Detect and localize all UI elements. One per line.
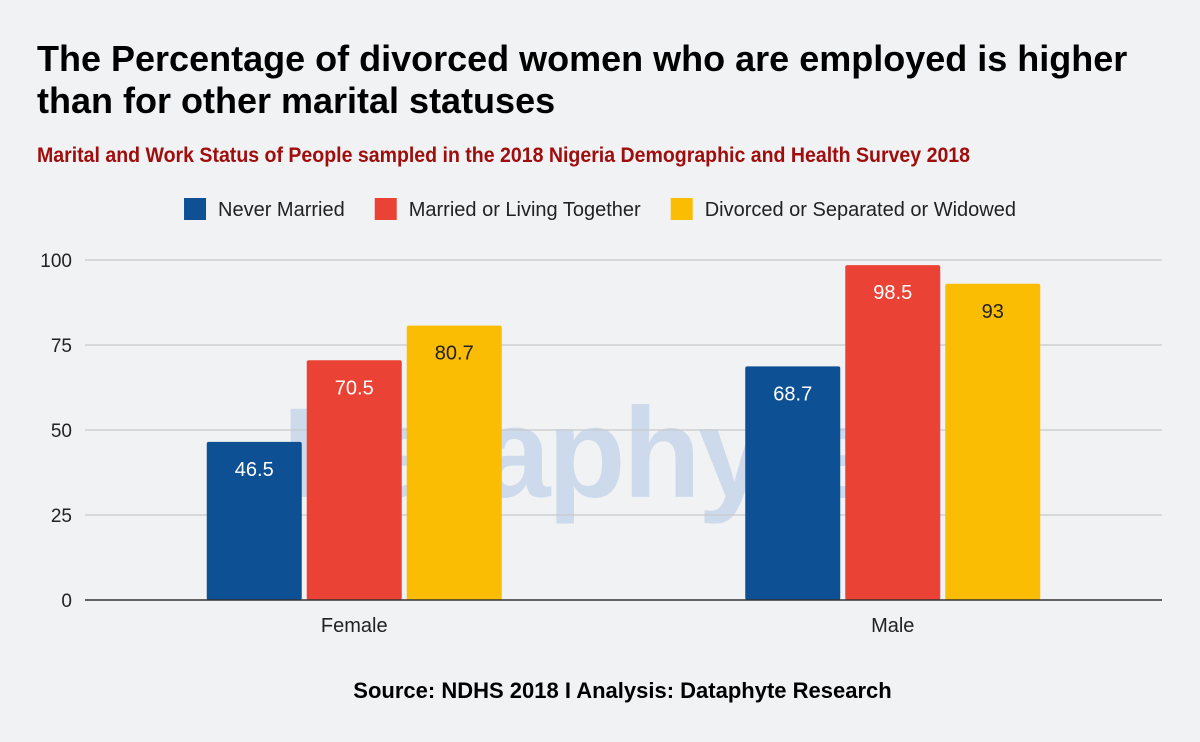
legend-swatch — [670, 198, 693, 220]
bar — [306, 360, 402, 600]
data-label: 93 — [982, 301, 1004, 323]
bars — [206, 265, 1041, 600]
x-tick-label: Male — [871, 615, 914, 637]
bar — [845, 265, 941, 600]
legend-swatch — [184, 198, 207, 220]
x-axis-categories: Female Male — [321, 615, 915, 637]
x-tick-label: Female — [321, 615, 388, 637]
bar — [745, 366, 841, 600]
chart-subtitle: Marital and Work Status of People sample… — [37, 144, 971, 167]
legend-swatch — [374, 198, 397, 220]
data-label: 70.5 — [335, 377, 374, 399]
data-label: 80.7 — [435, 343, 474, 365]
data-labels: 46.5 70.5 80.7 68.7 98.5 93 — [235, 282, 1004, 481]
y-axis-ticks: 0 25 50 75 100 — [40, 251, 72, 612]
y-tick-label: 50 — [51, 421, 72, 442]
y-tick-label: 100 — [40, 251, 72, 272]
data-label: 98.5 — [873, 282, 912, 304]
y-tick-label: 75 — [51, 336, 72, 357]
bar — [406, 325, 502, 600]
chart-title: The Percentage of divorced women who are… — [37, 38, 1128, 121]
bar — [945, 283, 1041, 600]
data-label: 68.7 — [773, 383, 812, 405]
bar — [206, 441, 302, 600]
legend: Never Married Married or Living Together D… — [184, 198, 1016, 221]
legend-label: Divorced or Separated or Widowed — [705, 199, 1016, 221]
y-tick-label: 25 — [51, 506, 72, 527]
legend-label: Never Married — [218, 199, 345, 221]
legend-label: Married or Living Together — [409, 199, 641, 221]
y-tick-label: 0 — [61, 591, 72, 612]
data-label: 46.5 — [235, 459, 274, 481]
source-note: Source: NDHS 2018 I Analysis: Dataphyte … — [353, 678, 892, 703]
